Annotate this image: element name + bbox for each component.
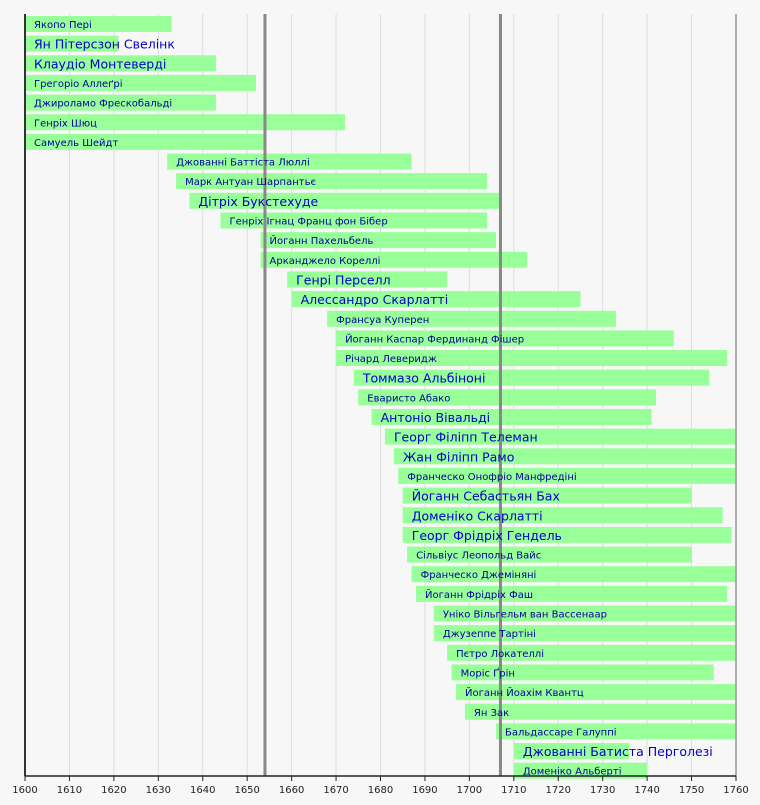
bar-31	[433, 625, 736, 642]
bar-label-19: Еваристо Абако	[367, 393, 450, 404]
bar-19	[358, 389, 657, 406]
bar-16	[336, 330, 674, 347]
x-tick-label-1680: 1680	[368, 785, 393, 796]
bar-label-24: Йоганн Себастьян Бах	[412, 489, 560, 504]
x-tick-label-1690: 1690	[412, 785, 437, 796]
bar-8	[176, 173, 488, 190]
x-tick-label-1660: 1660	[279, 785, 304, 796]
x-axis: 1600 1610 1620 1630 1640 1650 1660 1670 1680 1690…	[12, 14, 749, 796]
bar-38	[513, 762, 648, 779]
bar-26	[402, 526, 732, 543]
bar-9	[189, 192, 501, 209]
bar-label-1: Ян Пітерсзон Свелінк	[34, 37, 175, 52]
bar-35	[464, 703, 736, 720]
bar-29	[416, 585, 728, 602]
bar-label-3: Грегоріо Аллеґрі	[34, 78, 123, 90]
era-lines	[263, 14, 502, 776]
bar-label-25: Доменіко Скарлатті	[412, 508, 543, 523]
bar-label-30: Уніко Вільгельм ван Вассенаар	[443, 609, 607, 621]
x-tick-label-1740: 1740	[634, 785, 659, 796]
bar-37	[513, 743, 630, 760]
bar-28	[411, 566, 736, 583]
bar-label-31: Джузеппе Тартіні	[443, 628, 536, 640]
bar-20	[371, 409, 652, 425]
bar-label-28: Франческо Джеміняні	[421, 569, 537, 581]
bar-label-21: Георг Філіпп Телеман	[394, 430, 538, 445]
bar-label-7: Джованні Баттіста Люллі	[176, 157, 310, 169]
bar-label-5: Генріх Шюц	[34, 117, 97, 129]
bar-24	[402, 487, 692, 504]
bar-label-22: Жан Філіпп Рамо	[403, 449, 515, 464]
bar-17	[336, 350, 728, 367]
x-tick-label-1620: 1620	[101, 785, 126, 796]
bar-13	[287, 271, 448, 288]
bar-10	[220, 212, 488, 229]
bar-22	[393, 448, 736, 465]
bar-32	[447, 644, 736, 661]
bar-label-12: Арканджело Кореллі	[270, 255, 381, 267]
bar-30	[433, 605, 736, 622]
bar-4	[25, 94, 217, 111]
x-tick-label-1630: 1630	[146, 785, 171, 796]
bar-label-35: Ян Зак	[474, 708, 509, 719]
x-tick-label-1600: 1600	[12, 785, 37, 796]
bar-label-27: Сільвіус Леопольд Вайс	[416, 550, 541, 562]
bar-33	[451, 664, 714, 681]
bar-14	[291, 291, 581, 308]
bar-label-15: Франсуа Куперен	[336, 315, 429, 326]
bar-label-32: Пєтро Локателлі	[456, 648, 544, 660]
bar-2	[25, 55, 217, 72]
bar-34	[456, 684, 736, 701]
bar-label-0: Якопо Пері	[34, 19, 92, 31]
bar-label-13: Генрі Перселл	[296, 272, 390, 287]
bar-label-36: Бальдассаре Галуппі	[505, 726, 617, 738]
bar-label-10: Генріх Ігнац Франц фон Бібер	[230, 216, 388, 228]
x-tick-label-1640: 1640	[190, 785, 215, 796]
bar-label-17: Річард Леверидж	[345, 353, 437, 365]
bar-label-20: Антоніо Вівальді	[381, 410, 490, 425]
bar-27	[407, 546, 692, 563]
bar-label-14: Алессандро Скарлатті	[301, 292, 449, 307]
bar-label-9: Дітріх Букстехуде	[198, 194, 318, 209]
composer-labels: Якопо Пері Ян Пітерсзон Свелінк Клаудіо Мо…	[34, 19, 713, 778]
bar-label-16: Йоганн Каспар Фердинанд Фішер	[345, 332, 524, 345]
bar-label-33: Моріс Ґрін	[461, 666, 515, 679]
bar-label-8: Марк Антуан Шарпантьє	[185, 177, 316, 188]
bar-label-2: Клаудіо Монтеверді	[34, 56, 166, 71]
x-tick-label-1710: 1710	[501, 785, 526, 796]
bar-label-4: Джироламо Фрескобальді	[34, 98, 172, 110]
bar-label-18: Томмазо Альбіноні	[362, 371, 486, 386]
bar-15	[327, 310, 617, 327]
x-tick-label-1760: 1760	[723, 785, 748, 796]
bar-0	[25, 16, 172, 32]
bar-36	[496, 723, 736, 740]
bar-7	[167, 153, 412, 170]
bar-label-26: Георг Фрідріх Гендель	[412, 528, 562, 543]
bar-23	[398, 467, 736, 484]
bar-6	[25, 133, 265, 150]
x-tick-label-1670: 1670	[323, 785, 348, 796]
bar-1	[25, 35, 119, 52]
x-tick-label-1720: 1720	[546, 785, 571, 796]
bar-25	[402, 507, 723, 524]
bar-label-23: Франческо Онофріо Манфредіні	[407, 471, 576, 483]
bar-label-29: Йоганн Фрідріх Фаш	[425, 588, 533, 601]
x-tick-label-1650: 1650	[234, 785, 259, 796]
bar-21	[384, 428, 736, 445]
x-tick-label-1610: 1610	[57, 785, 82, 796]
bar-11	[260, 232, 497, 249]
lifespan-bars	[25, 16, 736, 779]
bar-label-37: Джованні Батиста Перголезі	[523, 744, 713, 759]
bar-3	[25, 74, 257, 91]
bar-12	[260, 251, 528, 268]
bar-label-6: Самуель Шейдт	[34, 138, 118, 149]
bar-label-11: Йоганн Пахельбель	[270, 234, 374, 247]
bar-label-34: Йоганн Йоахім Квантц	[465, 686, 584, 699]
x-tick-label-1750: 1750	[679, 785, 704, 796]
x-tick-label-1700: 1700	[457, 785, 482, 796]
bar-18	[353, 369, 710, 386]
bar-label-38: Доменіко Альберті	[523, 766, 622, 778]
x-tick-label-1730: 1730	[590, 785, 615, 796]
